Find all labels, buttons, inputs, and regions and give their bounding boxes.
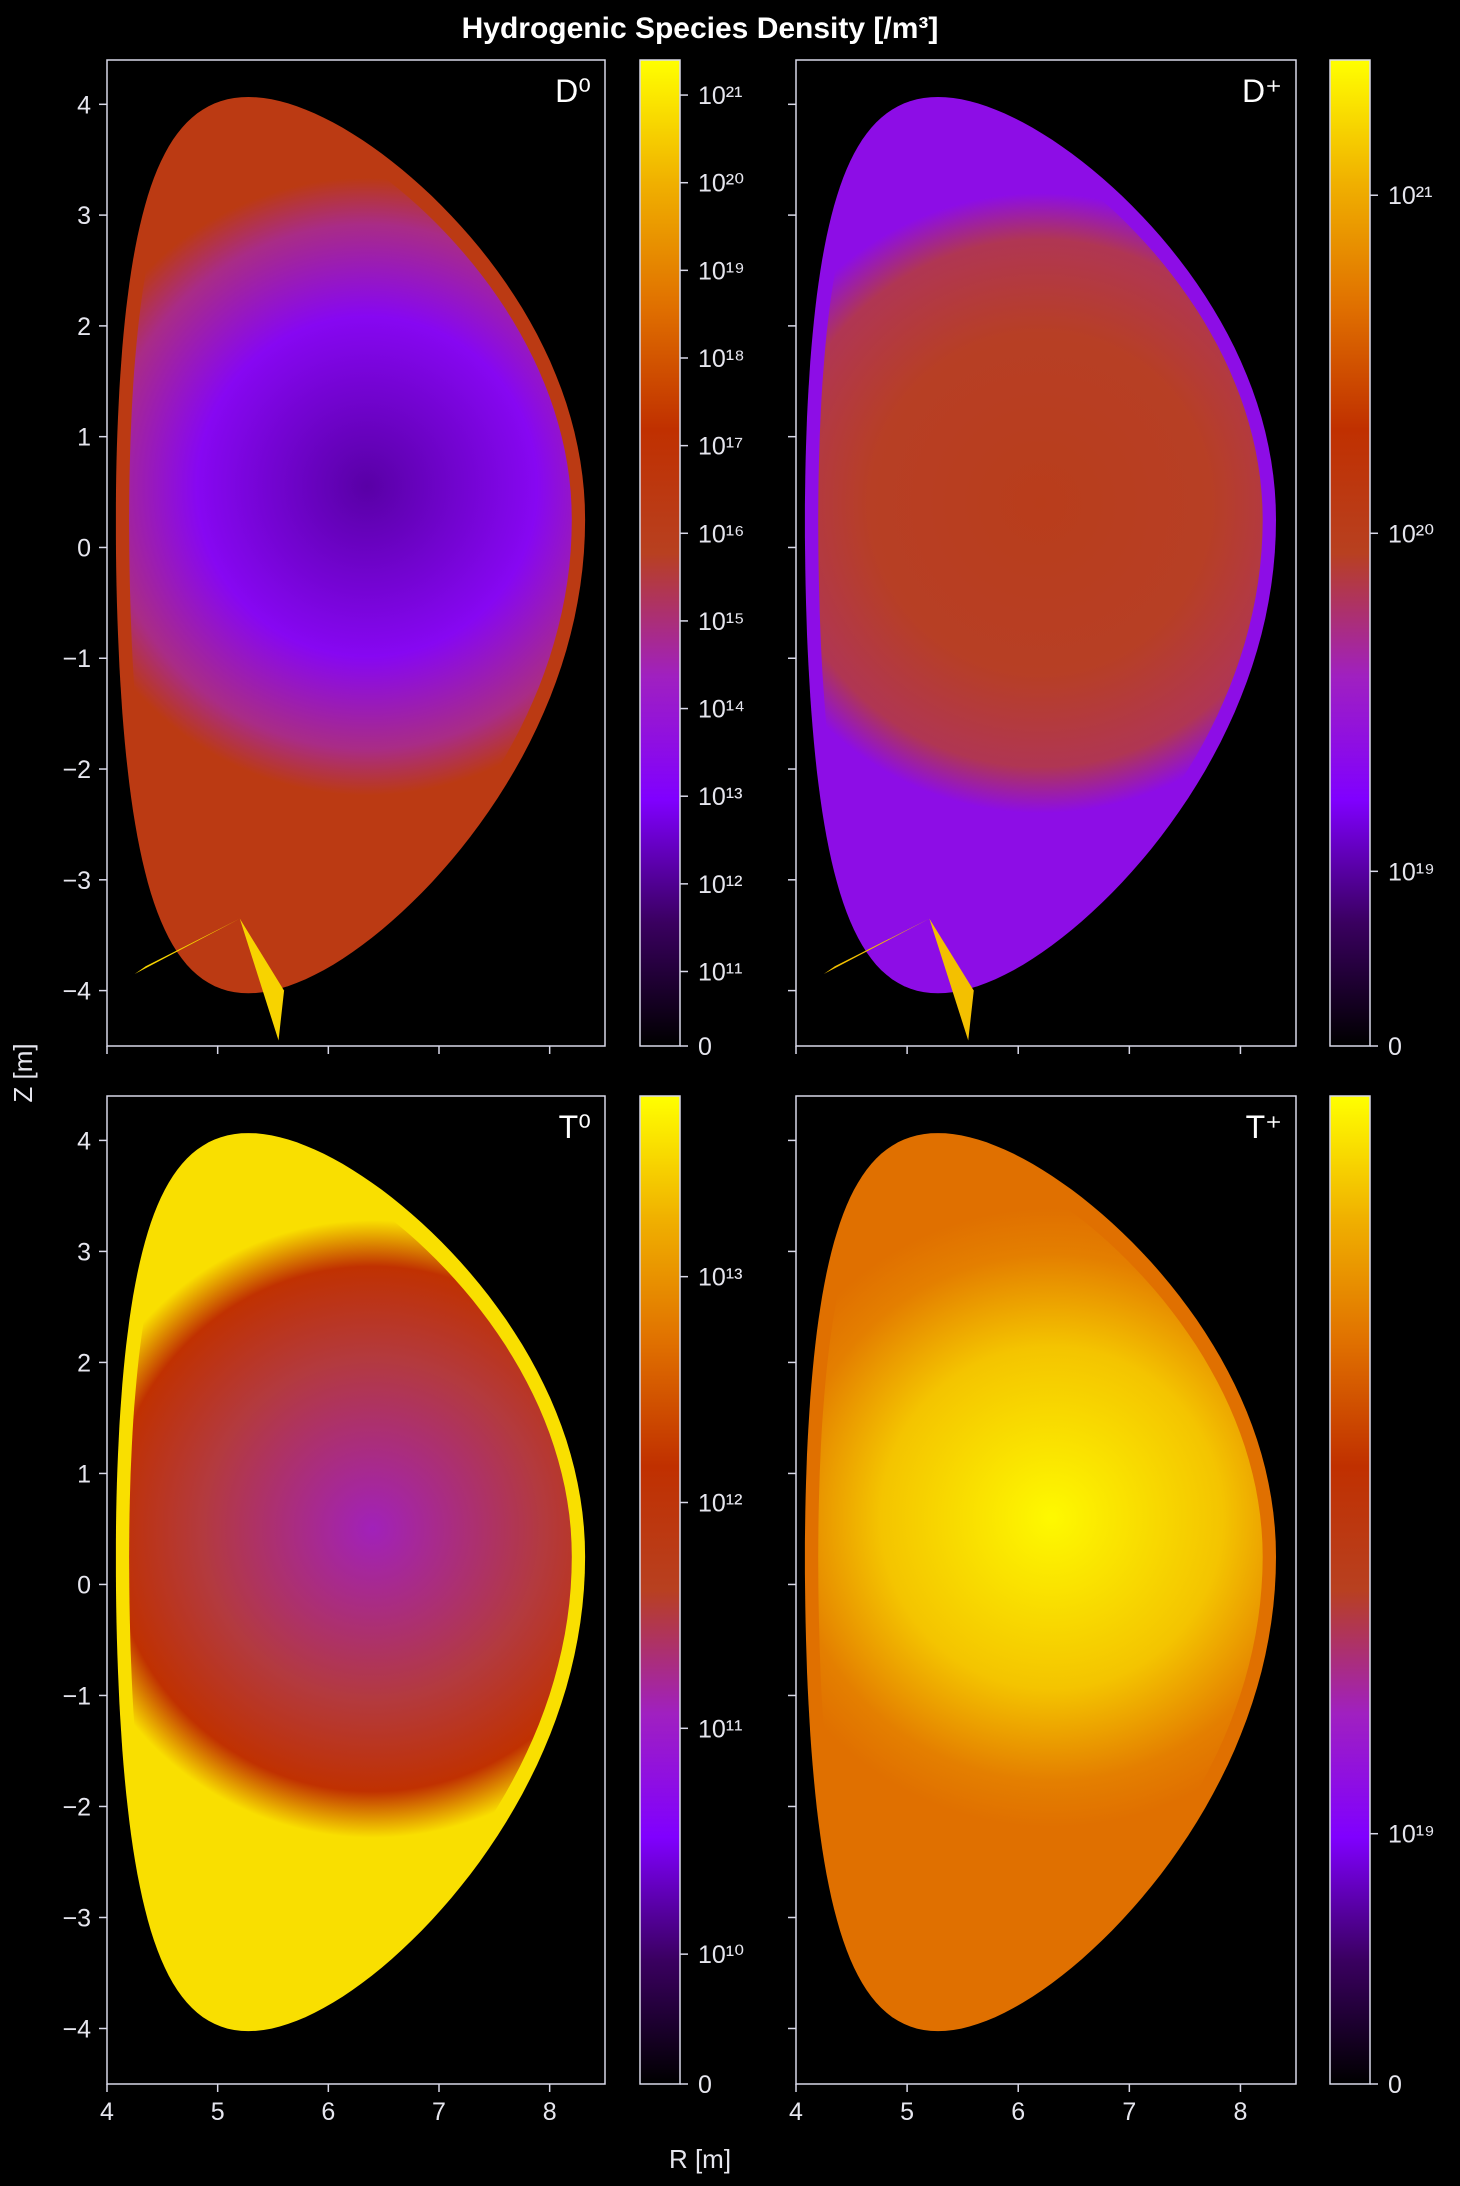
axes-frame xyxy=(795,1095,1297,2085)
colorbar-tick-label: 10¹³ xyxy=(698,783,742,811)
colorbar-tick-label: 10²¹ xyxy=(1388,182,1432,210)
axes-frame xyxy=(106,59,606,1047)
y-tick-label: −1 xyxy=(62,645,91,673)
y-tick-label: −2 xyxy=(62,756,91,784)
colorbar-tick-label: 10¹² xyxy=(698,1489,742,1517)
x-tick-label: 4 xyxy=(789,2098,803,2126)
core-region xyxy=(818,120,1263,967)
density-map xyxy=(804,97,1276,1041)
axes-frame xyxy=(795,59,1297,1047)
colorbar-tick-label: 10¹⁹ xyxy=(698,257,745,285)
y-tick-label: 0 xyxy=(77,534,91,562)
x-tick-label: 8 xyxy=(1233,2098,1247,2126)
colorbar-tick-label: 10¹¹ xyxy=(698,959,742,987)
colorbar-tick-label: 10¹⁴ xyxy=(698,696,745,724)
x-tick-label: 5 xyxy=(900,2098,914,2126)
colorbar-tick-label: 10¹¹ xyxy=(698,1715,742,1743)
panel-2: D⁺ 0 10¹⁹ 10²⁰ 10²¹ xyxy=(788,59,1435,1061)
colorbar-frame xyxy=(1329,59,1371,1047)
colorbar-tick-label: 0 xyxy=(698,2071,712,2099)
colorbar-tick-label: 10²⁰ xyxy=(1388,520,1434,548)
panels-group: D⁰ −4 −3 −2 −1 0 1 2 3 4 0 10¹¹ 10¹² 10¹³ 10¹⁴ 10¹⁵ 10¹⁶… xyxy=(62,59,1435,2126)
colorbar: 0 10¹⁹ 10²⁰ 10²¹ xyxy=(1329,59,1435,1061)
y-tick-label: 1 xyxy=(77,424,91,452)
density-map xyxy=(115,97,586,1041)
density-map xyxy=(804,1133,1276,2032)
y-tick-label: 0 xyxy=(77,1571,91,1599)
panel-label: D⁺ xyxy=(1242,73,1282,109)
figure-title: Hydrogenic Species Density [/m³] xyxy=(462,12,939,45)
panel-label: T⁺ xyxy=(1246,1109,1282,1145)
core-region xyxy=(129,120,572,967)
colorbar-tick-label: 10¹² xyxy=(698,871,742,899)
x-tick-label: 6 xyxy=(321,2098,335,2126)
colorbar-frame xyxy=(1329,1095,1371,2085)
colorbar: 0 10¹¹ 10¹² 10¹³ 10¹⁴ 10¹⁵ 10¹⁶ 10¹⁷ 10¹⁸ 10¹⁹ 10²… xyxy=(639,59,745,1061)
core-region xyxy=(129,1157,572,2005)
colorbar-tick-label: 10¹⁹ xyxy=(1388,1821,1435,1849)
colorbar-frame xyxy=(639,59,681,1047)
y-tick-label: 1 xyxy=(77,1460,91,1488)
colorbar-tick-label: 10¹⁷ xyxy=(698,433,743,461)
colorbar-tick-label: 10¹⁹ xyxy=(1388,858,1435,886)
colorbar-tick-label: 10²⁰ xyxy=(698,170,744,198)
x-tick-label: 5 xyxy=(211,2098,225,2126)
y-tick-label: 4 xyxy=(77,91,91,119)
x-tick-label: 4 xyxy=(100,2098,114,2126)
panel-label: T⁰ xyxy=(559,1109,591,1145)
colorbar-tick-label: 10¹⁶ xyxy=(698,520,744,548)
density-map xyxy=(115,1133,586,2032)
y-tick-label: 2 xyxy=(77,313,91,341)
axes-frame xyxy=(106,1095,606,2085)
x-tick-label: 7 xyxy=(1122,2098,1136,2126)
x-tick-label: 7 xyxy=(432,2098,446,2126)
inner-divertor-leg xyxy=(823,918,930,974)
outer-divertor-leg xyxy=(239,918,285,1041)
colorbar-tick-label: 0 xyxy=(1388,2071,1402,2099)
x-tick-label: 6 xyxy=(1011,2098,1025,2126)
y-tick-label: −2 xyxy=(62,1793,91,1821)
y-tick-label: 4 xyxy=(77,1127,91,1155)
panel-4: T⁺ 4 5 6 7 8 0 10¹⁹ xyxy=(788,1095,1435,2126)
colorbar: 0 10¹⁹ xyxy=(1329,1095,1435,2099)
colorbar-gradient xyxy=(1330,60,1370,1046)
colorbar: 0 10¹⁰ 10¹¹ 10¹² 10¹³ xyxy=(639,1095,744,2099)
y-tick-label: −3 xyxy=(62,867,91,895)
y-tick-label: −4 xyxy=(62,978,91,1006)
colorbar-tick-label: 10¹⁰ xyxy=(698,1941,744,1969)
y-tick-label: 2 xyxy=(77,1349,91,1377)
colorbar-tick-label: 0 xyxy=(698,1033,712,1061)
y-tick-label: 3 xyxy=(77,202,91,230)
colorbar-gradient xyxy=(1330,1096,1370,2084)
y-tick-label: 3 xyxy=(77,1238,91,1266)
colorbar-tick-label: 10¹⁸ xyxy=(698,345,745,373)
panel-3: T⁰ −4 −3 −2 −1 0 1 2 3 4 4 5 6 7 8 0 10¹⁰ 10¹¹ 10¹² 10¹³ xyxy=(62,1095,744,2126)
colorbar-tick-label: 10²¹ xyxy=(698,82,742,110)
colorbar-gradient xyxy=(640,1096,680,2084)
core-region xyxy=(818,1157,1263,2005)
y-tick-label: −1 xyxy=(62,1682,91,1710)
panel-label: D⁰ xyxy=(555,73,591,109)
colorbar-tick-label: 10¹³ xyxy=(698,1264,742,1292)
colorbar-gradient xyxy=(640,60,680,1046)
panel-1: D⁰ −4 −3 −2 −1 0 1 2 3 4 0 10¹¹ 10¹² 10¹³ 10¹⁴ 10¹⁵ 10¹⁶… xyxy=(62,59,745,1061)
x-axis-label: R [m] xyxy=(669,2144,731,2174)
y-tick-label: −3 xyxy=(62,1904,91,1932)
x-tick-label: 8 xyxy=(543,2098,557,2126)
inner-divertor-leg xyxy=(134,918,240,974)
outer-divertor-leg xyxy=(929,918,974,1041)
y-tick-label: −4 xyxy=(62,2015,91,2043)
colorbar-frame xyxy=(639,1095,681,2085)
colorbar-tick-label: 10¹⁵ xyxy=(698,608,745,636)
colorbar-tick-label: 0 xyxy=(1388,1033,1402,1061)
y-axis-label: Z [m] xyxy=(8,1043,38,1102)
